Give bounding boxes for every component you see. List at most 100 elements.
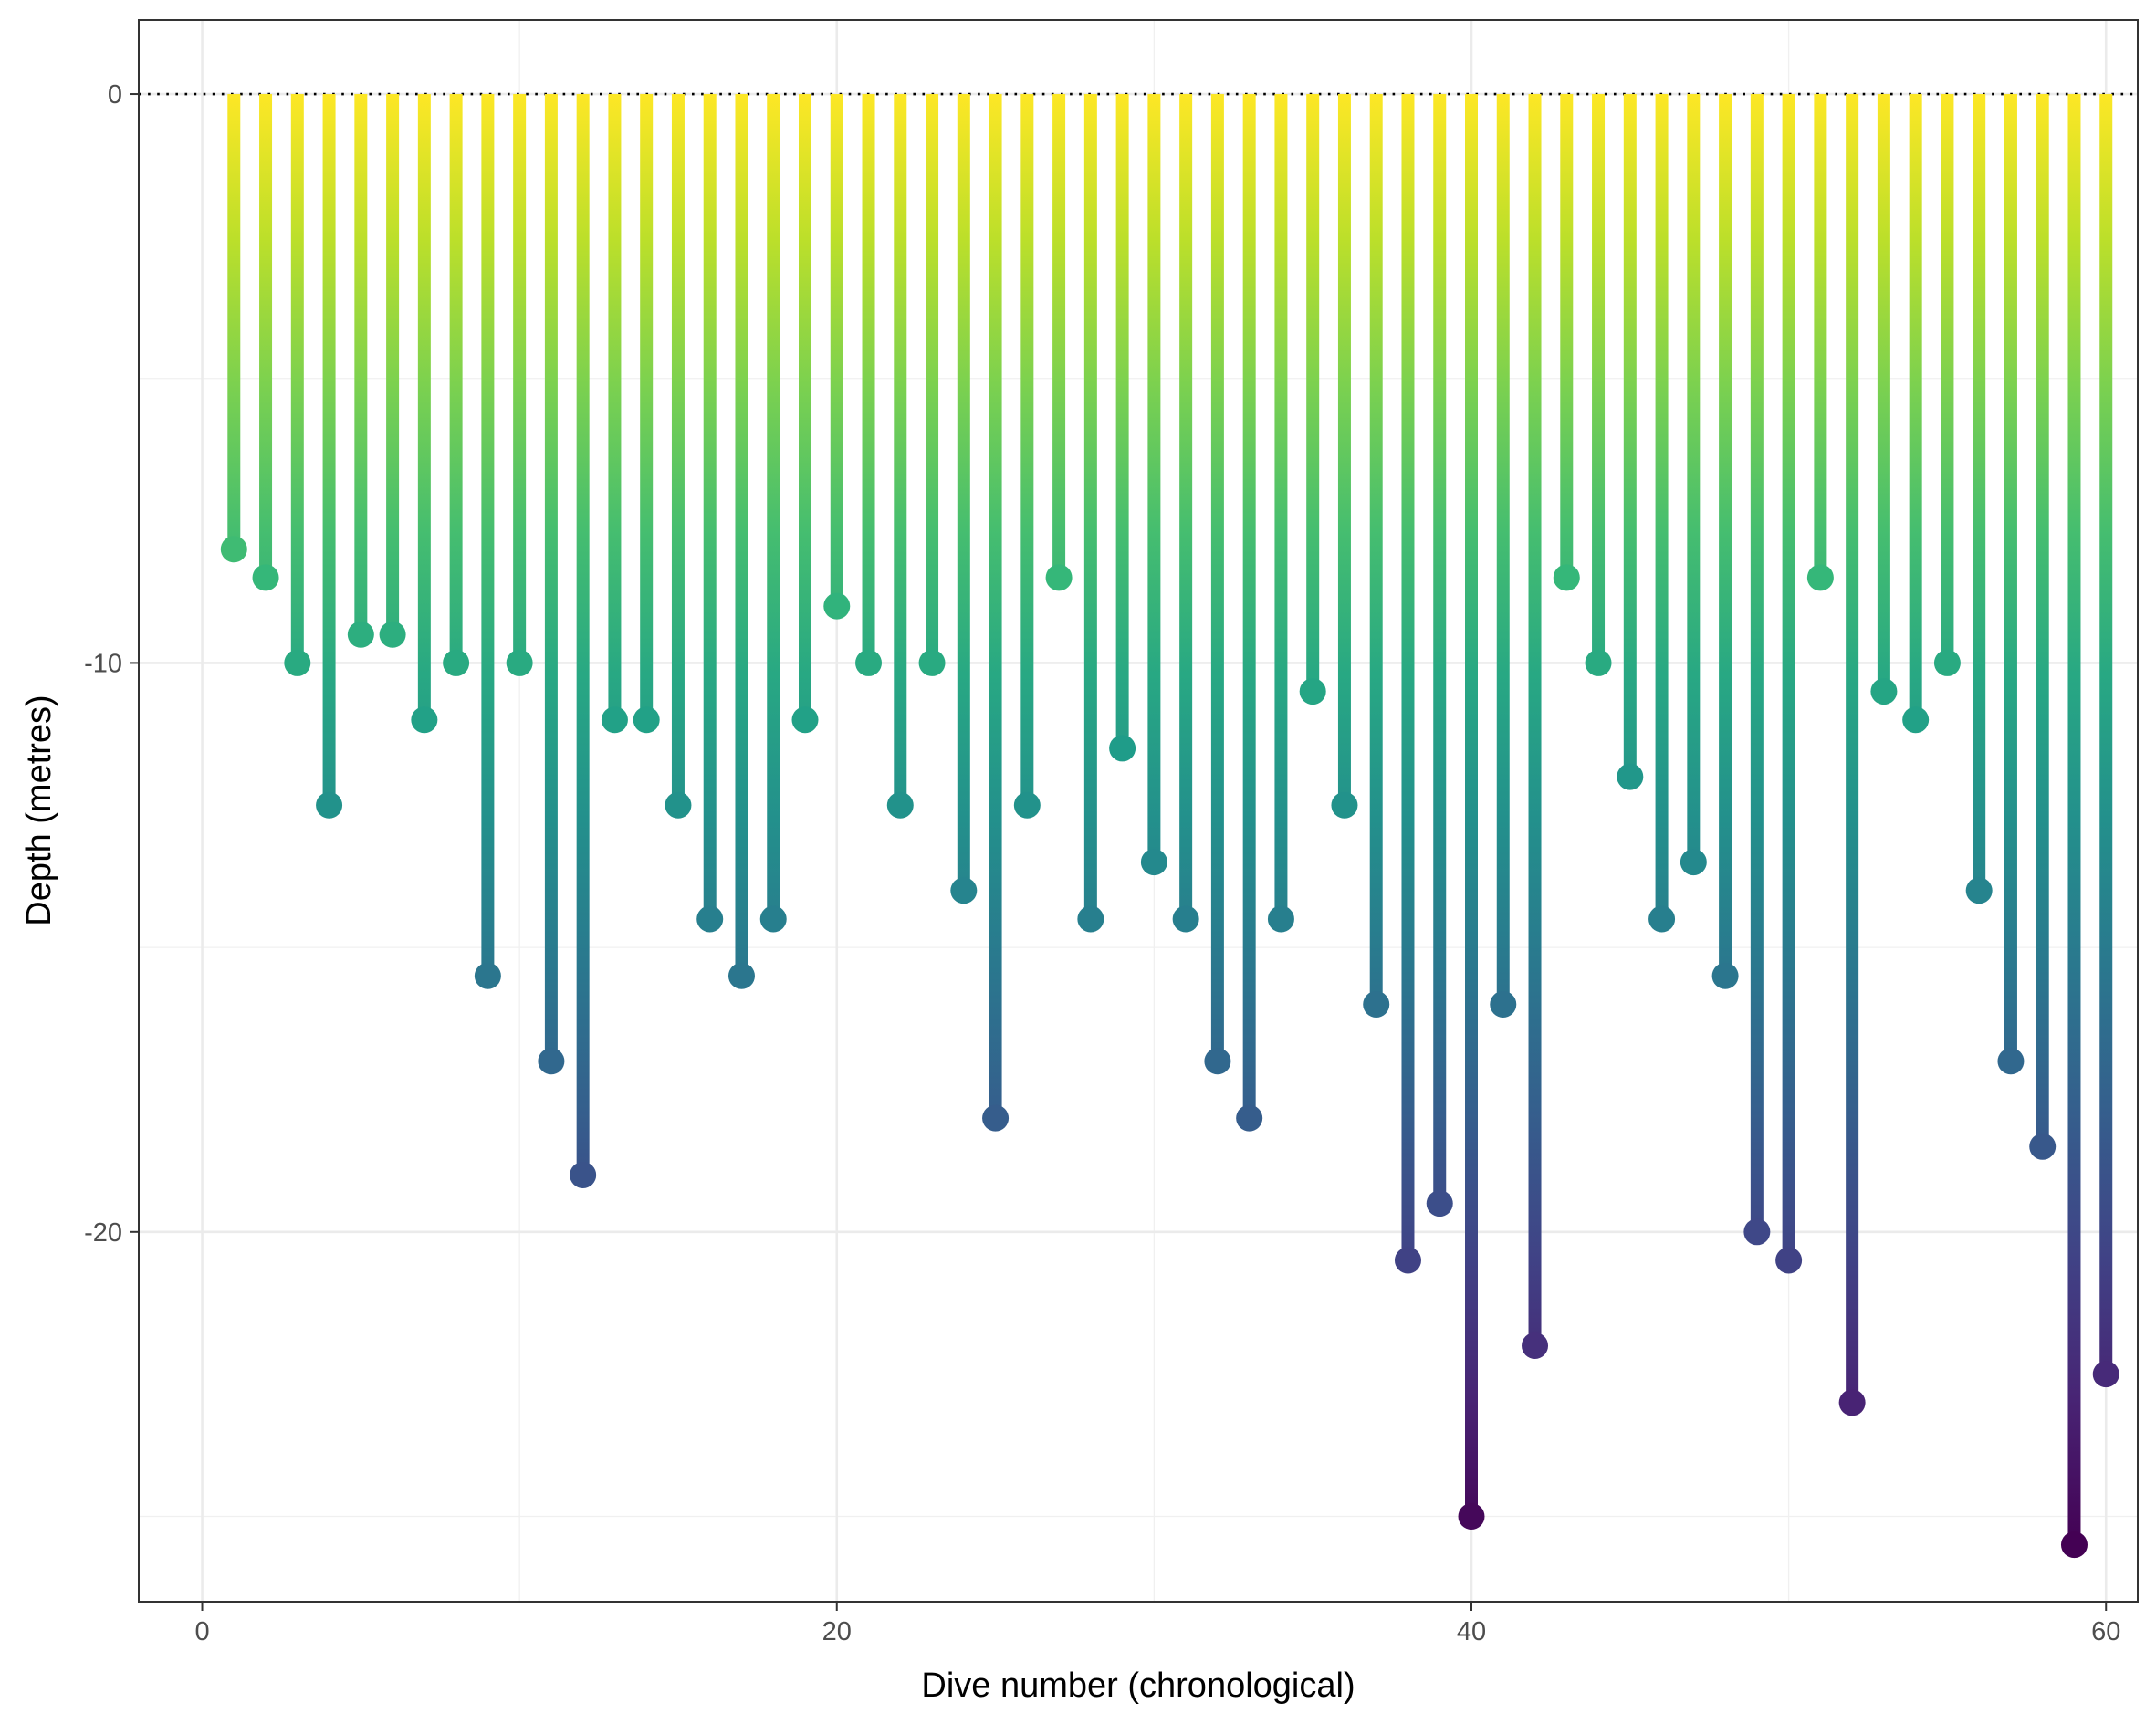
lollipop-stem xyxy=(1465,94,1478,1517)
lollipop-stem xyxy=(290,94,304,663)
x-tick-label: 20 xyxy=(822,1617,852,1646)
y-tick-label: -20 xyxy=(84,1218,122,1248)
lollipop-stem xyxy=(1052,94,1066,578)
lollipop-stem xyxy=(1179,94,1193,919)
lollipop-stem xyxy=(1909,94,1922,720)
lollipop-dot xyxy=(1172,905,1199,933)
lollipop-stem xyxy=(1655,94,1669,919)
lollipop-stem xyxy=(1623,94,1637,778)
lollipop-dot xyxy=(1490,990,1517,1018)
lollipop-stem xyxy=(2004,94,2017,1061)
lollipop-dot xyxy=(1870,678,1898,705)
lollipop-stem xyxy=(608,94,622,720)
x-tick-label: 0 xyxy=(194,1617,209,1646)
lollipop-stem xyxy=(227,94,241,549)
lollipop-stem xyxy=(1846,94,1859,1403)
lollipop-dot xyxy=(1838,1389,1866,1416)
lollipop-stem xyxy=(1877,94,1890,692)
lollipop-stem xyxy=(1115,94,1129,748)
lollipop-stem xyxy=(449,94,463,663)
lollipop-stem xyxy=(1973,94,1986,891)
lollipop-stem xyxy=(767,94,780,919)
lollipop-dot xyxy=(1806,564,1834,591)
lollipop-dot xyxy=(855,649,883,676)
lollipop-dot xyxy=(950,877,978,904)
lollipop-stem xyxy=(2099,94,2113,1374)
plot-background xyxy=(139,20,2138,1602)
lollipop-dot xyxy=(1553,564,1580,591)
lollipop-stem xyxy=(544,94,558,1061)
lollipop-dot xyxy=(665,791,692,819)
lollipop-dot xyxy=(696,905,724,933)
lollipop-dot xyxy=(252,564,279,591)
lollipop-dot xyxy=(1997,1048,2025,1075)
lollipop-dot xyxy=(1775,1247,1803,1274)
y-tick-label: 0 xyxy=(108,80,122,110)
lollipop-dot xyxy=(823,592,851,620)
lollipop-stem xyxy=(703,94,717,919)
lollipop-dot xyxy=(1648,905,1676,933)
lollipop-dot xyxy=(601,706,628,734)
lollipop-dot xyxy=(570,1161,597,1188)
lollipop-stem xyxy=(1401,94,1415,1260)
lollipop-dot xyxy=(886,791,914,819)
lollipop-dot xyxy=(1522,1332,1549,1359)
lollipop-stem xyxy=(894,94,907,806)
lollipop-stem xyxy=(926,94,939,663)
lollipop-dot xyxy=(1077,905,1104,933)
lollipop-stem xyxy=(322,94,336,806)
lollipop-dot xyxy=(1109,735,1136,762)
lollipop-dot xyxy=(284,649,311,676)
lollipop-dot xyxy=(506,649,533,676)
lollipop-stem xyxy=(1242,94,1256,1119)
lollipop-dot xyxy=(1617,763,1644,790)
lollipop-dot xyxy=(1204,1048,1231,1075)
lollipop-dot xyxy=(1267,905,1294,933)
lollipop-dot xyxy=(791,706,819,734)
lollipop-dot xyxy=(2092,1361,2119,1388)
lollipop-stem xyxy=(417,94,431,720)
lollipop-stem xyxy=(989,94,1002,1119)
lollipop-stem xyxy=(2067,94,2081,1545)
lollipop-dot xyxy=(1426,1190,1453,1217)
lollipop-stem xyxy=(1496,94,1510,1005)
lollipop-dot xyxy=(2029,1133,2057,1160)
lollipop-stem xyxy=(1687,94,1701,862)
lollipop-dot xyxy=(1680,849,1707,876)
lollipop-stem xyxy=(640,94,654,720)
lollipop-stem xyxy=(259,94,273,578)
lollipop-stem xyxy=(513,94,527,663)
lollipop-dot xyxy=(1585,649,1612,676)
lollipop-stem xyxy=(735,94,748,977)
lollipop-dot xyxy=(1458,1502,1485,1530)
lollipop-stem xyxy=(1433,94,1447,1204)
lollipop-stem xyxy=(1560,94,1574,578)
lollipop-dot xyxy=(1363,990,1390,1018)
y-axis-title: Depth (metres) xyxy=(20,695,58,925)
lollipop-dot xyxy=(443,649,470,676)
lollipop-stem xyxy=(1941,94,1954,663)
lollipop-dot xyxy=(1711,962,1739,989)
x-tick-label: 40 xyxy=(1457,1617,1486,1646)
lollipop-stem xyxy=(1369,94,1383,1005)
lollipop-stem xyxy=(354,94,368,635)
x-axis-title: Dive number (chronological) xyxy=(921,1667,1355,1705)
lollipop-stem xyxy=(799,94,811,720)
lollipop-dot xyxy=(316,791,343,819)
lollipop-stem xyxy=(1814,94,1827,578)
lollipop-dot xyxy=(411,706,438,734)
lollipop-stem xyxy=(2036,94,2049,1147)
lollipop-stem xyxy=(1020,94,1034,806)
lollipop-dot xyxy=(538,1048,565,1075)
lollipop-stem xyxy=(576,94,590,1175)
lollipop-dot xyxy=(2060,1531,2088,1559)
lollipop-stems xyxy=(227,94,2113,1545)
lollipop-stem xyxy=(1528,94,1542,1346)
lollipop-stem xyxy=(1750,94,1764,1232)
lollipop-stem xyxy=(481,94,495,977)
lollipop-dot xyxy=(1299,678,1326,705)
lollipop-stem xyxy=(1274,94,1288,919)
lollipop-dot xyxy=(918,649,946,676)
lollipop-stem xyxy=(1782,94,1795,1260)
